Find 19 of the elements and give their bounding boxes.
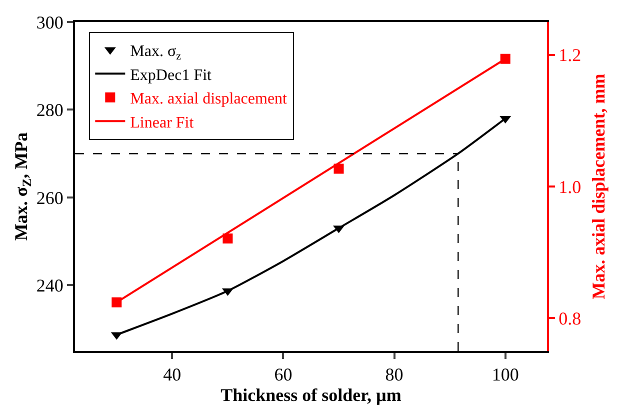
y2-axis-title: Max. axial displacement, mm (588, 74, 609, 300)
y-tick-label: 300 (36, 12, 64, 32)
point (334, 164, 344, 174)
x-tick-label: 60 (274, 364, 292, 385)
y-tick-label: 240 (36, 276, 64, 296)
x-tick-label: 80 (385, 364, 404, 385)
y2-tick-label: 1.2 (558, 45, 582, 66)
y2-tick-label: 0.8 (558, 308, 582, 328)
x-axis-title: Thickness of solder, µm (220, 385, 402, 406)
legend-label: Linear Fit (130, 114, 194, 132)
point (222, 233, 233, 244)
legend-label: Max. σ$_{z}$ (130, 43, 182, 62)
y-tick-label: 280 (36, 100, 64, 120)
legend-label: Max. axial displacement (130, 90, 288, 108)
y-tick-label: 260 (36, 188, 64, 208)
x-tick-label: 40 (163, 364, 182, 385)
y2-tick-label: 1.0 (558, 176, 582, 197)
legend-label: ExpDec1 Fit (130, 66, 212, 84)
x-tick-label: 100 (492, 364, 519, 385)
